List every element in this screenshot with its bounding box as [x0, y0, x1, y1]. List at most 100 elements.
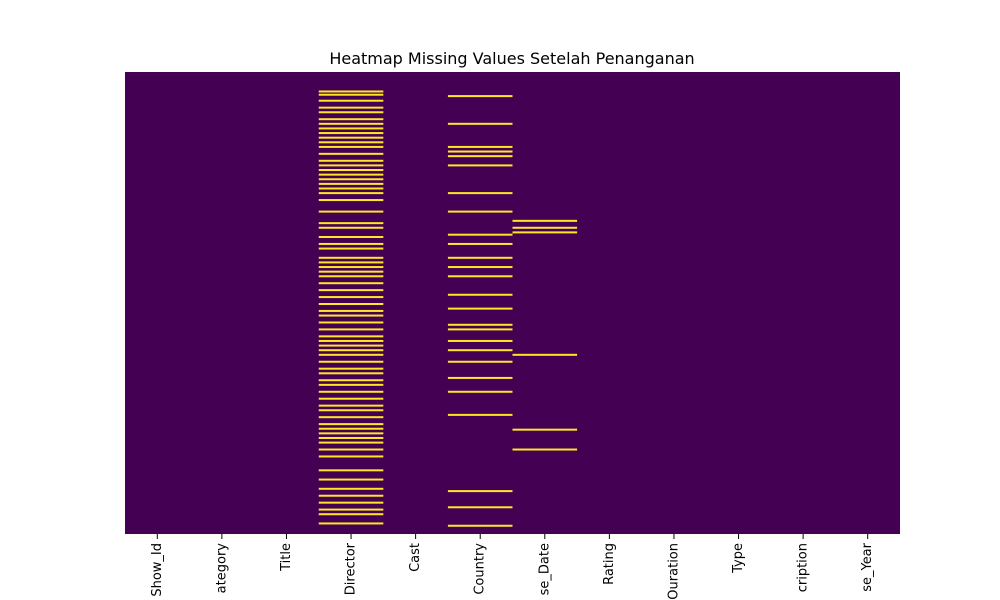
- x-tick-label-0: Show_Id: [150, 543, 165, 597]
- missing-mark-director-68: [318, 508, 384, 511]
- missing-mark-director-51: [318, 390, 384, 393]
- missing-mark-director-42: [318, 339, 384, 342]
- missing-mark-country-3: [447, 150, 513, 153]
- x-tick-label-3: Director: [344, 542, 359, 595]
- missing-mark-country-7: [447, 210, 513, 213]
- missing-mark-director-33: [318, 282, 384, 285]
- missing-mark-country-2: [447, 145, 513, 148]
- missing-mark-country-4: [447, 155, 513, 158]
- missing-mark-director-41: [318, 335, 384, 338]
- missing-mark-director-5: [318, 118, 384, 121]
- missing-mark-country-12: [447, 275, 513, 278]
- missing-mark-director-4: [318, 111, 384, 114]
- x-tick-label-11: se_Year: [860, 542, 875, 591]
- missing-mark-director-30: [318, 266, 384, 269]
- missing-mark-director-55: [318, 416, 384, 419]
- missing-mark-director-23: [318, 222, 384, 225]
- missing-mark-director-32: [318, 275, 384, 278]
- chart-title: Heatmap Missing Values Setelah Penangana…: [329, 49, 694, 68]
- missing-mark-release-date-3: [512, 353, 578, 356]
- x-tick-label-7: Rating: [602, 543, 617, 585]
- x-tick-label-10: cription: [796, 543, 811, 592]
- missing-mark-director-48: [318, 372, 384, 375]
- missing-mark-country-20: [447, 376, 513, 379]
- missing-mark-director-57: [318, 427, 384, 430]
- missing-mark-country-15: [447, 323, 513, 326]
- missing-mark-release-date-2: [512, 231, 578, 234]
- missing-mark-director-25: [318, 236, 384, 239]
- missing-mark-director-9: [318, 136, 384, 139]
- missing-mark-director-3: [318, 106, 384, 109]
- missing-mark-director-16: [318, 173, 384, 176]
- missing-mark-country-25: [447, 524, 513, 527]
- missing-mark-country-21: [447, 390, 513, 393]
- missing-mark-country-1: [447, 122, 513, 125]
- missing-mark-director-34: [318, 289, 384, 292]
- missing-mark-director-31: [318, 270, 384, 273]
- missing-mark-director-61: [318, 448, 384, 451]
- missing-mark-country-6: [447, 192, 513, 195]
- missing-mark-director-66: [318, 494, 384, 497]
- missing-mark-director-40: [318, 328, 384, 331]
- missing-mark-director-35: [318, 296, 384, 299]
- missing-mark-release-date-4: [512, 428, 578, 431]
- missing-mark-director-44: [318, 349, 384, 352]
- missing-mark-director-62: [318, 455, 384, 458]
- missing-mark-director-52: [318, 397, 384, 400]
- missing-mark-director-38: [318, 314, 384, 317]
- missing-mark-director-2: [318, 99, 384, 102]
- missing-mark-director-24: [318, 226, 384, 229]
- missing-mark-director-17: [318, 178, 384, 181]
- missing-mark-director-37: [318, 309, 384, 312]
- missing-mark-director-70: [318, 522, 384, 525]
- missing-mark-country-16: [447, 328, 513, 331]
- x-tick-label-1: ategory: [214, 543, 229, 594]
- heatmap-plot-area: [125, 72, 900, 534]
- missing-mark-country-22: [447, 413, 513, 416]
- x-axis-ticks: Show_Id ategory Title Director Cast Country se…: [150, 534, 875, 600]
- missing-mark-director-13: [318, 159, 384, 162]
- x-tick-label-8: Ouration: [666, 543, 681, 600]
- missing-mark-director-27: [318, 247, 384, 250]
- missing-mark-director-64: [318, 478, 384, 481]
- missing-mark-director-49: [318, 379, 384, 382]
- missing-mark-country-10: [447, 256, 513, 259]
- missing-mark-director-22: [318, 210, 384, 213]
- missing-mark-director-54: [318, 409, 384, 412]
- missing-mark-director-11: [318, 145, 384, 148]
- missing-mark-director-39: [318, 321, 384, 324]
- missing-mark-director-36: [318, 303, 384, 305]
- missing-mark-country-24: [447, 506, 513, 509]
- missing-mark-country-0: [447, 95, 513, 98]
- missing-mark-director-19: [318, 187, 384, 190]
- missing-mark-director-50: [318, 383, 384, 386]
- missing-mark-country-18: [447, 349, 513, 352]
- missing-mark-director-6: [318, 122, 384, 125]
- missing-value-marks: [318, 90, 578, 527]
- heatmap-background: [125, 72, 900, 534]
- missing-mark-director-21: [318, 199, 384, 202]
- missing-mark-country-9: [447, 242, 513, 245]
- missing-mark-country-13: [447, 293, 513, 296]
- missing-mark-director-47: [318, 367, 384, 370]
- missing-mark-director-20: [318, 192, 384, 195]
- missing-mark-country-17: [447, 339, 513, 342]
- x-tick-label-4: Cast: [408, 543, 423, 572]
- missing-mark-director-26: [318, 242, 384, 245]
- x-tick-label-6: se_Date: [537, 543, 552, 595]
- missing-mark-director-46: [318, 360, 384, 363]
- missing-mark-director-53: [318, 404, 384, 407]
- missing-mark-country-14: [447, 307, 513, 310]
- missing-mark-director-69: [318, 513, 384, 516]
- missing-mark-director-45: [318, 353, 384, 356]
- missing-mark-director-56: [318, 423, 384, 426]
- missing-mark-director-18: [318, 182, 384, 185]
- missing-mark-release-date-5: [512, 448, 578, 451]
- missing-mark-director-7: [318, 127, 384, 130]
- x-tick-label-2: Title: [279, 543, 294, 572]
- missing-mark-country-11: [447, 266, 513, 269]
- missing-mark-director-10: [318, 141, 384, 144]
- missing-mark-director-63: [318, 469, 384, 472]
- missing-mark-director-8: [318, 132, 384, 135]
